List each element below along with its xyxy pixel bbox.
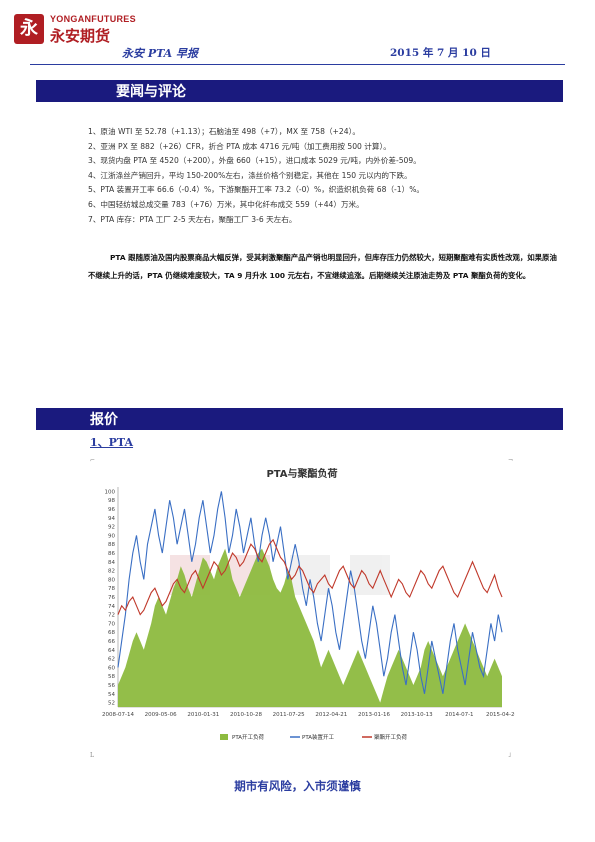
y-tick-label: 88 <box>108 542 115 548</box>
legend-label: PTA开工负荷 <box>232 733 265 741</box>
subsection-title-pta: 1、PTA <box>90 436 134 449</box>
corner-mark: ⌐ <box>90 457 96 464</box>
report-title: 永安 PTA 早报 <box>122 47 199 60</box>
y-tick-label: 86 <box>108 551 115 557</box>
x-tick-label: 2015-04-26 <box>486 712 515 718</box>
y-tick-label: 84 <box>108 560 115 566</box>
company-logo-icon: 永 <box>14 14 44 44</box>
chart-background <box>90 455 515 755</box>
legend-label: 聚酯开工负荷 <box>374 733 408 741</box>
section-title-quotes: 报价 <box>90 411 118 427</box>
y-tick-label: 96 <box>108 507 115 513</box>
news-item: 2、亚洲 PX 至 882（+26）CFR，折合 PTA 成本 4716 元/吨… <box>88 141 391 151</box>
x-tick-label: 2014-07-1 <box>445 712 473 718</box>
corner-mark: ˩ <box>508 752 511 759</box>
y-tick-label: 70 <box>108 621 115 627</box>
company-name-en: YONGANFUTURES <box>50 14 136 24</box>
y-tick-label: 94 <box>108 516 115 522</box>
y-tick-label: 82 <box>108 569 115 575</box>
news-item: 7、PTA 库存：PTA 工厂 2-5 天左右，聚酯工厂 3-6 天左右。 <box>88 214 297 224</box>
section-bar-news: 要闻与评论 <box>36 80 563 102</box>
y-tick-label: 54 <box>108 692 115 698</box>
market-comment: PTA 跟随原油及国内股票商品大幅反弹，受其刺激聚酯产品产销也明显回升，但库存压… <box>88 253 557 280</box>
risk-warning: 期市有风险，入市须谨慎 <box>234 779 361 793</box>
x-tick-label: 2008-07-14 <box>102 712 134 718</box>
corner-mark: ¬ <box>508 457 514 464</box>
x-tick-label: 2010-10-28 <box>230 712 262 718</box>
y-tick-label: 60 <box>108 665 115 671</box>
header-divider <box>30 64 565 65</box>
y-tick-label: 100 <box>105 489 116 495</box>
news-item: 1、原油 WTI 至 52.78（+1.13）；石脑油至 498（+7），MX … <box>88 127 360 136</box>
series-line-polyester-load <box>117 538 503 616</box>
y-tick-label: 68 <box>108 630 115 636</box>
y-tick-label: 72 <box>108 613 115 619</box>
y-tick-label: 98 <box>108 498 115 504</box>
x-tick-label: 2011-07-25 <box>273 712 305 718</box>
legend-swatch <box>220 734 228 740</box>
report-date: 2015 年 7 月 10 日 <box>390 47 491 59</box>
x-tick-label: 2012-04-21 <box>315 712 347 718</box>
y-tick-label: 74 <box>108 604 115 610</box>
y-tick-label: 80 <box>108 577 115 583</box>
y-tick-label: 56 <box>108 683 115 689</box>
news-item: 3、现货内盘 PTA 至 4520（+200），外盘 660（+15），进口成本… <box>88 156 421 166</box>
y-tick-label: 52 <box>108 701 115 707</box>
x-tick-label: 2010-01-31 <box>187 712 219 718</box>
pta-load-chart: PTA与聚酯负荷 52 54 56 58 60 62 64 66 68 70 72 74 76 78 80 8… <box>90 455 515 755</box>
y-tick-label: 78 <box>108 586 115 592</box>
y-tick-label: 90 <box>108 533 115 539</box>
company-name-cn: 永安期货 <box>50 28 111 45</box>
x-tick-label: 2009-05-06 <box>145 712 177 718</box>
series-line-pta-unit-load <box>117 491 503 694</box>
y-tick-label: 76 <box>108 595 115 601</box>
series-area-pta-operating-load <box>118 548 502 707</box>
news-item: 6、中国轻纺城总成交量 783（+76）万米，其中化纤布成交 559（+44）万… <box>88 199 364 209</box>
legend-label: PTA装置开工 <box>302 733 335 741</box>
y-tick-label: 64 <box>108 648 115 654</box>
news-item: 5、PTA 装置开工率 66.6（-0.4）%，下游聚酯开工率 73.2（-0）… <box>88 185 425 195</box>
chart-title: PTA与聚酯负荷 <box>266 467 337 480</box>
section-bar-quotes: 报价 <box>36 408 563 430</box>
section-title-news: 要闻与评论 <box>116 83 186 99</box>
news-list: 1、原油 WTI 至 52.78（+1.13）；石脑油至 498（+7），MX … <box>88 125 548 227</box>
corner-mark: L <box>90 752 94 759</box>
x-tick-label: 2013-01-16 <box>358 712 390 718</box>
y-tick-label: 58 <box>108 674 115 680</box>
y-tick-label: 62 <box>108 657 115 663</box>
y-tick-label: 66 <box>108 639 115 645</box>
news-item: 4、江浙涤丝产销回升，平均 150-200%左右，涤丝价格个别稳定，其他在 15… <box>88 170 412 180</box>
y-tick-label: 92 <box>108 525 115 531</box>
x-tick-label: 2013-10-13 <box>401 712 433 718</box>
